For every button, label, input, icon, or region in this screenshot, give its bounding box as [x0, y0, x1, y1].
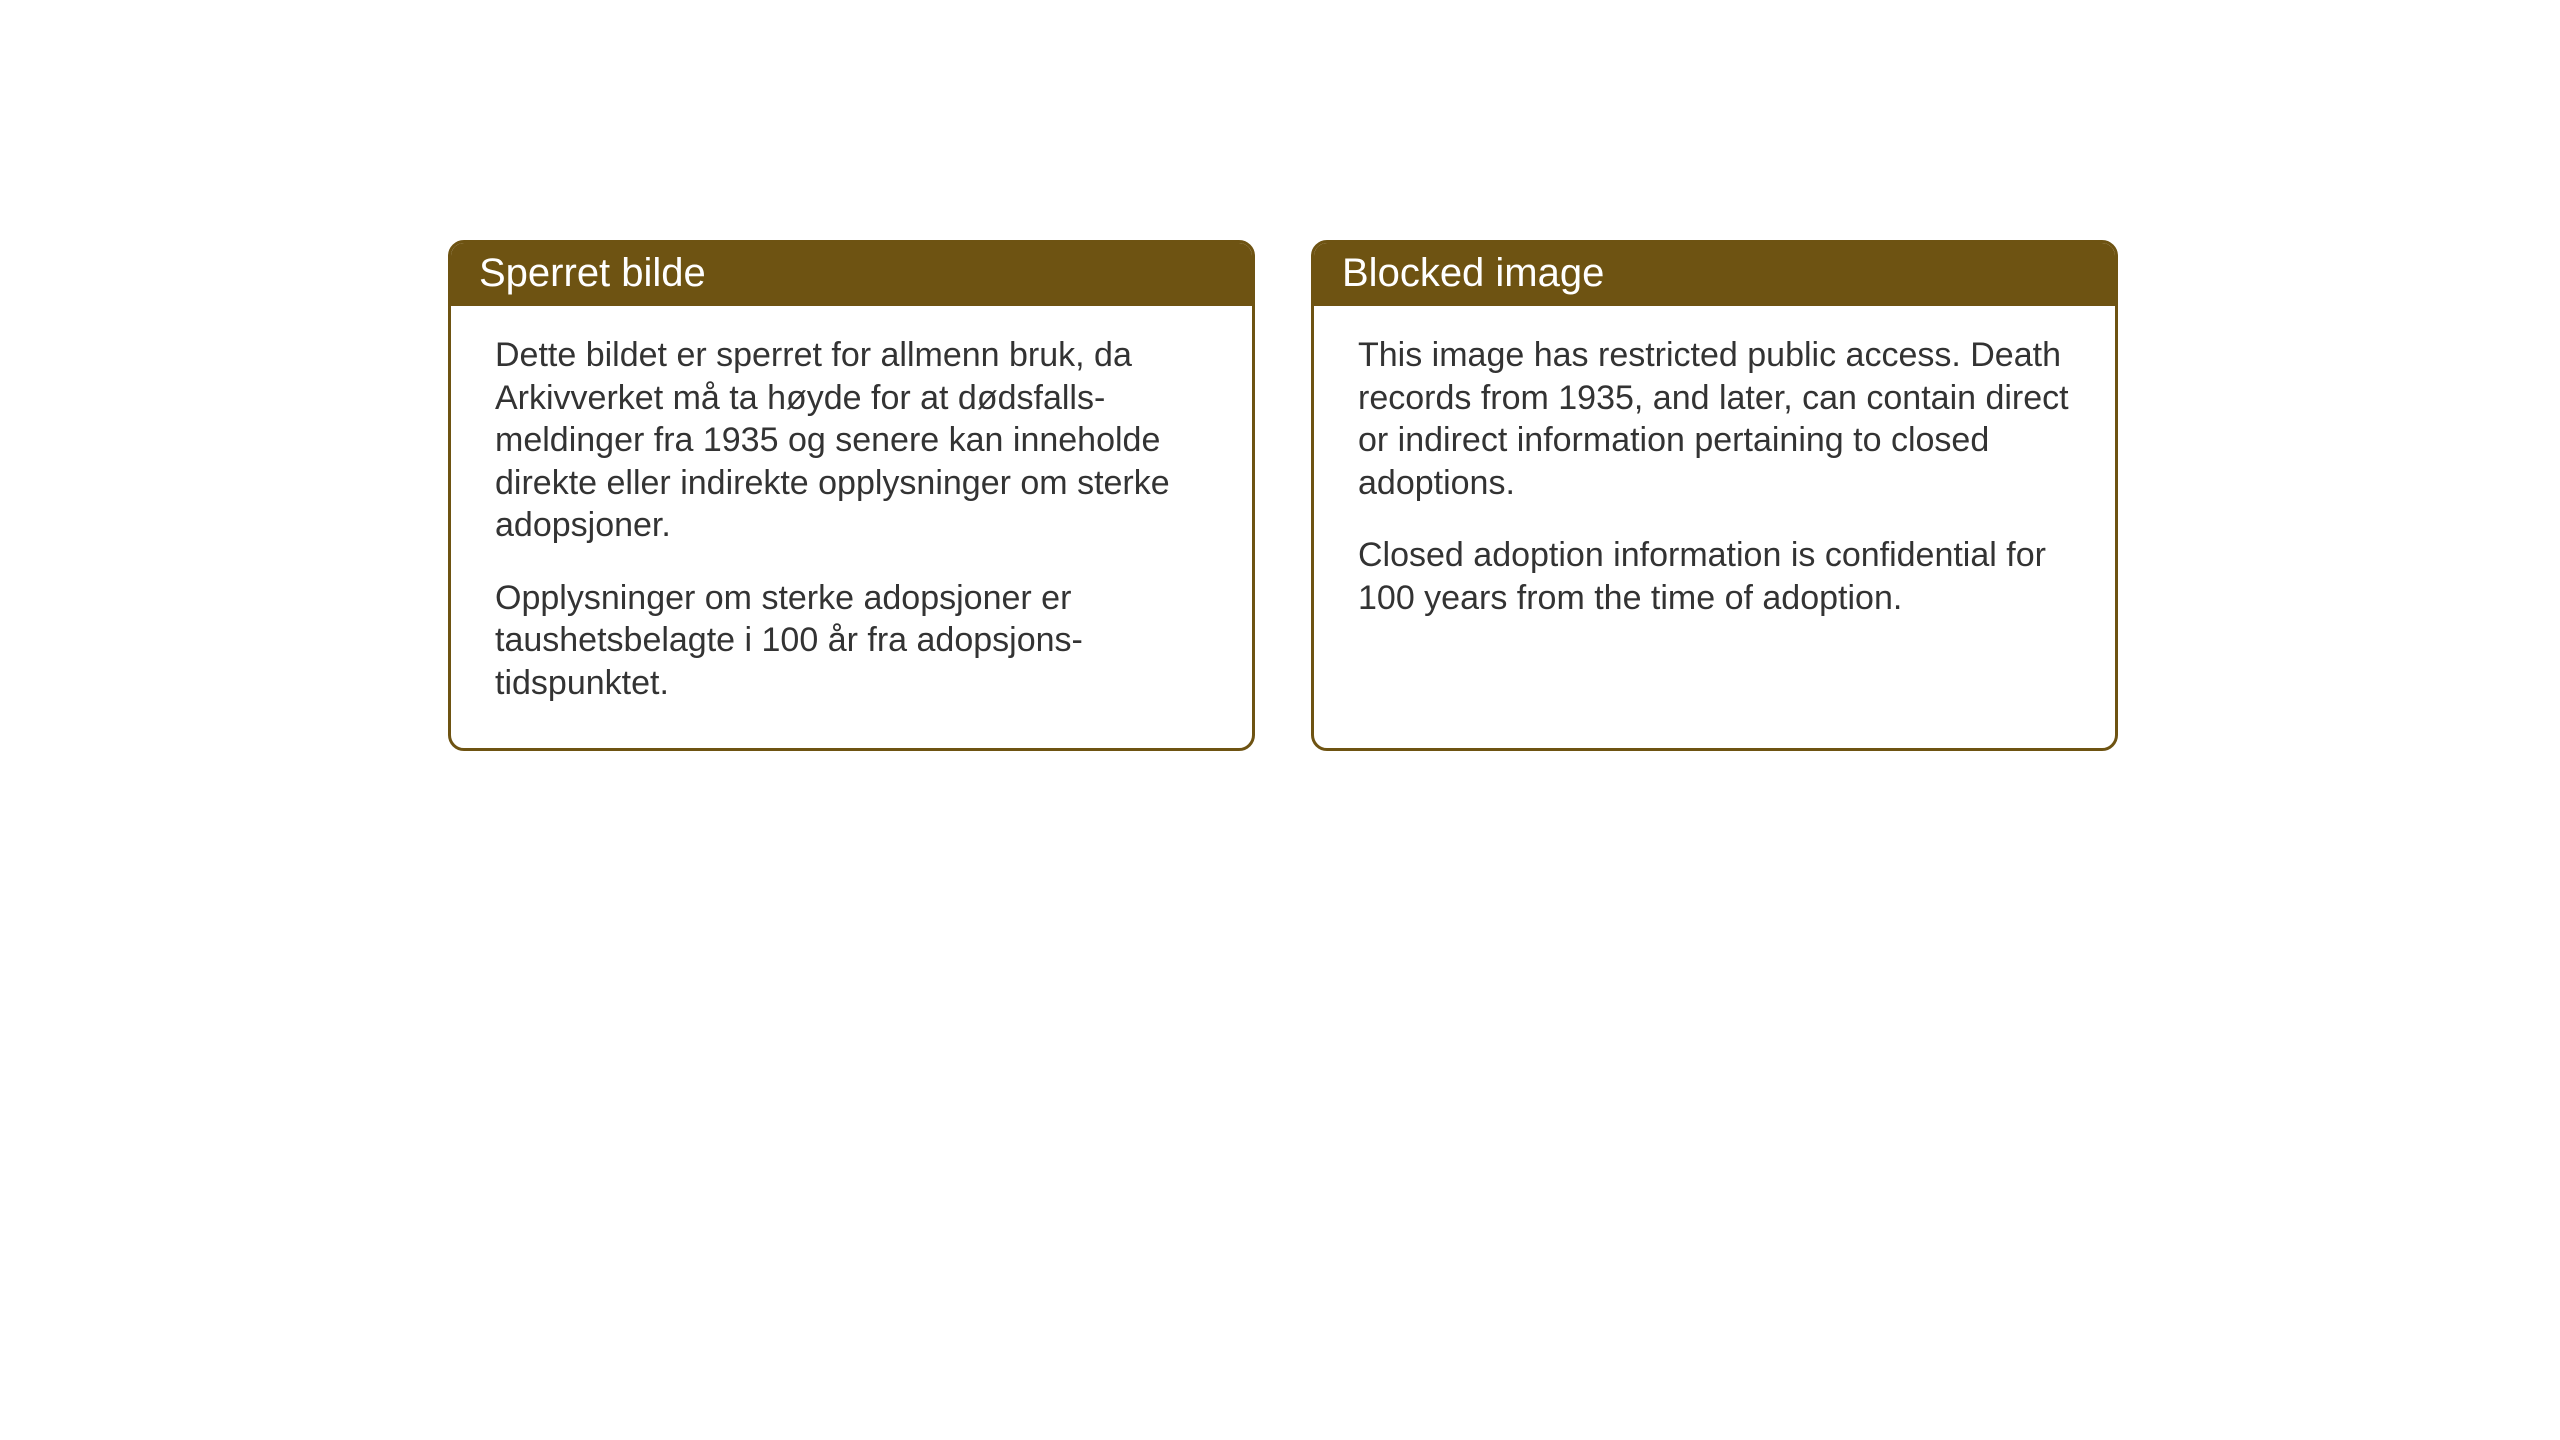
card-body-english: This image has restricted public access.…	[1314, 306, 2115, 663]
card-paragraph-norwegian-1: Dette bildet er sperret for allmenn bruk…	[495, 334, 1208, 547]
notice-card-english: Blocked image This image has restricted …	[1311, 240, 2118, 751]
card-paragraph-english-1: This image has restricted public access.…	[1358, 334, 2071, 504]
card-title-norwegian: Sperret bilde	[479, 251, 706, 295]
card-body-norwegian: Dette bildet er sperret for allmenn bruk…	[451, 306, 1252, 748]
card-header-english: Blocked image	[1314, 243, 2115, 306]
card-paragraph-norwegian-2: Opplysninger om sterke adopsjoner er tau…	[495, 577, 1208, 705]
card-header-norwegian: Sperret bilde	[451, 243, 1252, 306]
card-title-english: Blocked image	[1342, 251, 1604, 295]
notice-container: Sperret bilde Dette bildet er sperret fo…	[448, 240, 2118, 751]
card-paragraph-english-2: Closed adoption information is confident…	[1358, 534, 2071, 619]
notice-card-norwegian: Sperret bilde Dette bildet er sperret fo…	[448, 240, 1255, 751]
